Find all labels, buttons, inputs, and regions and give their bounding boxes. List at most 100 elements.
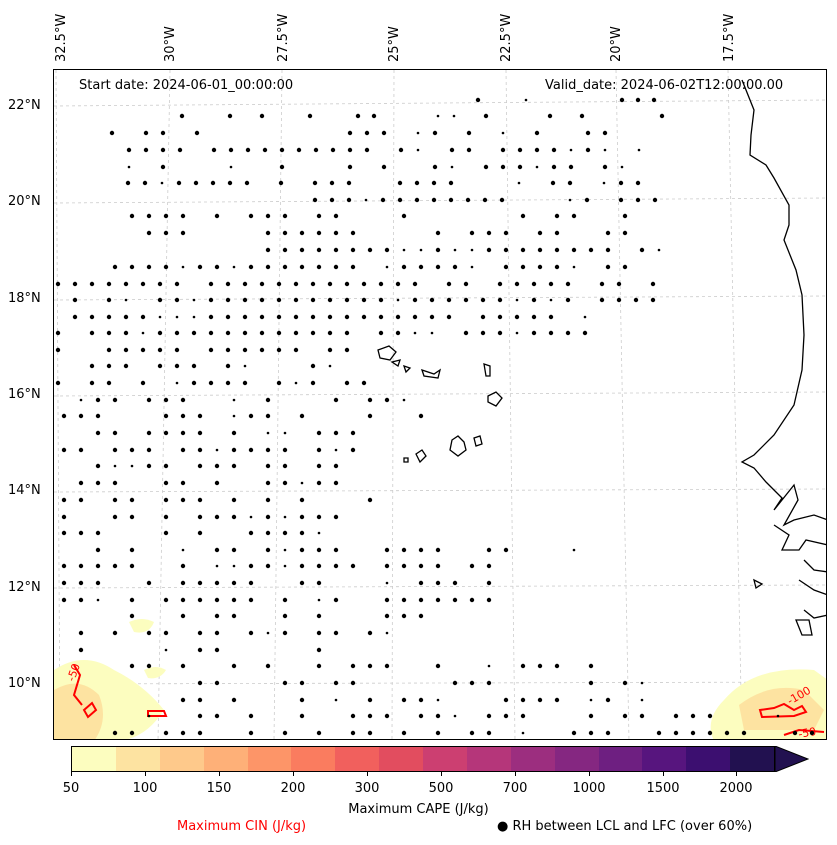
rh-dot bbox=[214, 630, 220, 636]
rh-dot bbox=[602, 130, 608, 136]
rh-dot bbox=[503, 547, 509, 553]
rh-dot bbox=[299, 713, 305, 719]
rh-dot bbox=[333, 680, 339, 686]
rh-dot bbox=[401, 613, 407, 619]
rh-dot bbox=[418, 597, 424, 603]
rh-dot bbox=[112, 480, 118, 486]
rh-dot bbox=[78, 447, 84, 453]
rh-dot bbox=[579, 113, 585, 119]
rh-dot bbox=[106, 380, 112, 386]
map-panel[interactable]: -50 -100 -50 bbox=[53, 69, 827, 740]
cin-contour-label: -50 bbox=[797, 725, 817, 740]
rh-dot bbox=[650, 281, 656, 287]
rh-dot bbox=[259, 297, 265, 303]
rh-dot bbox=[367, 697, 373, 703]
rh-dot bbox=[659, 113, 665, 119]
cape-colorbar bbox=[71, 746, 775, 772]
rh-dot bbox=[259, 314, 265, 320]
colorbar-segment bbox=[203, 747, 248, 771]
rh-dot bbox=[482, 197, 488, 203]
rh-dot bbox=[197, 530, 203, 536]
rh-dot bbox=[78, 563, 84, 569]
rh-dot bbox=[605, 230, 611, 236]
rh-dot bbox=[452, 114, 456, 118]
rh-dot bbox=[312, 180, 318, 186]
rh-dot bbox=[652, 197, 658, 203]
rh-dot bbox=[622, 230, 628, 236]
rh-dot bbox=[249, 515, 253, 519]
rh-dot bbox=[180, 213, 186, 219]
rh-dot bbox=[299, 413, 305, 419]
rh-dot bbox=[347, 164, 353, 170]
rh-dot bbox=[214, 463, 220, 469]
rh-dot bbox=[123, 330, 129, 336]
rh-dot bbox=[361, 314, 367, 320]
rh-dot bbox=[95, 397, 101, 403]
rh-dot bbox=[259, 281, 265, 287]
rh-dot bbox=[470, 248, 474, 252]
rh-dot bbox=[551, 164, 557, 170]
rh-dot bbox=[418, 547, 424, 553]
rh-dot bbox=[316, 447, 322, 453]
rh-dot bbox=[231, 613, 237, 619]
lon-label: 22.5°W bbox=[499, 13, 514, 62]
rh-dot bbox=[227, 113, 233, 119]
rh-dot bbox=[333, 397, 339, 403]
rh-dot bbox=[163, 413, 169, 419]
rh-dot bbox=[143, 147, 149, 153]
rh-dot bbox=[197, 730, 203, 736]
rh-dot bbox=[265, 264, 271, 270]
rh-dot bbox=[334, 698, 338, 702]
rh-dot bbox=[515, 331, 519, 335]
rh-dot bbox=[316, 647, 322, 653]
rh-dot bbox=[174, 330, 180, 336]
rh-dot bbox=[547, 113, 553, 119]
rh-dot bbox=[214, 580, 220, 586]
rh-dot bbox=[380, 197, 386, 203]
rh-dot bbox=[605, 697, 611, 703]
rh-dot bbox=[299, 497, 305, 503]
rh-dot bbox=[294, 381, 298, 385]
rh-dot bbox=[333, 630, 339, 636]
rh-dot bbox=[282, 480, 288, 486]
rh-dot bbox=[347, 147, 353, 153]
colorbar-tick: 2000 bbox=[719, 781, 753, 796]
rh-dot bbox=[248, 563, 254, 569]
rh-dot bbox=[61, 447, 67, 453]
rh-dot bbox=[293, 330, 299, 336]
rh-dot bbox=[299, 264, 305, 270]
colorbar-extend-arrow bbox=[775, 746, 809, 772]
rh-dot bbox=[231, 547, 237, 553]
colorbar-segment bbox=[686, 747, 731, 771]
rh-dot bbox=[214, 213, 220, 219]
rh-dot bbox=[334, 448, 338, 452]
rh-dot bbox=[469, 730, 475, 736]
rh-dot bbox=[180, 480, 186, 486]
rh-dot bbox=[208, 380, 214, 386]
rh-dot bbox=[378, 314, 384, 320]
lon-label: 25°W bbox=[387, 26, 402, 62]
rh-dot bbox=[384, 613, 390, 619]
rh-dot bbox=[163, 213, 169, 219]
rh-dot bbox=[333, 430, 339, 436]
rh-dot bbox=[401, 563, 407, 569]
rh-dot bbox=[436, 114, 440, 118]
colorbar-segment bbox=[554, 747, 599, 771]
cape-fill-area bbox=[54, 619, 826, 739]
rh-dot bbox=[554, 230, 560, 236]
rh-dot bbox=[89, 281, 95, 287]
rh-dot bbox=[316, 563, 322, 569]
rh-dot bbox=[355, 113, 361, 119]
rh-dot bbox=[589, 698, 593, 702]
rh-dot bbox=[231, 447, 237, 453]
rh-dot bbox=[537, 264, 543, 270]
rh-dot bbox=[350, 447, 356, 453]
rh-dot bbox=[401, 264, 407, 270]
rh-dot bbox=[266, 431, 270, 435]
rh-dot bbox=[486, 730, 492, 736]
rh-dot bbox=[618, 197, 624, 203]
rh-dot bbox=[316, 264, 322, 270]
rh-dot bbox=[283, 515, 287, 519]
rh-dot bbox=[163, 630, 169, 636]
rh-dot bbox=[214, 480, 220, 486]
